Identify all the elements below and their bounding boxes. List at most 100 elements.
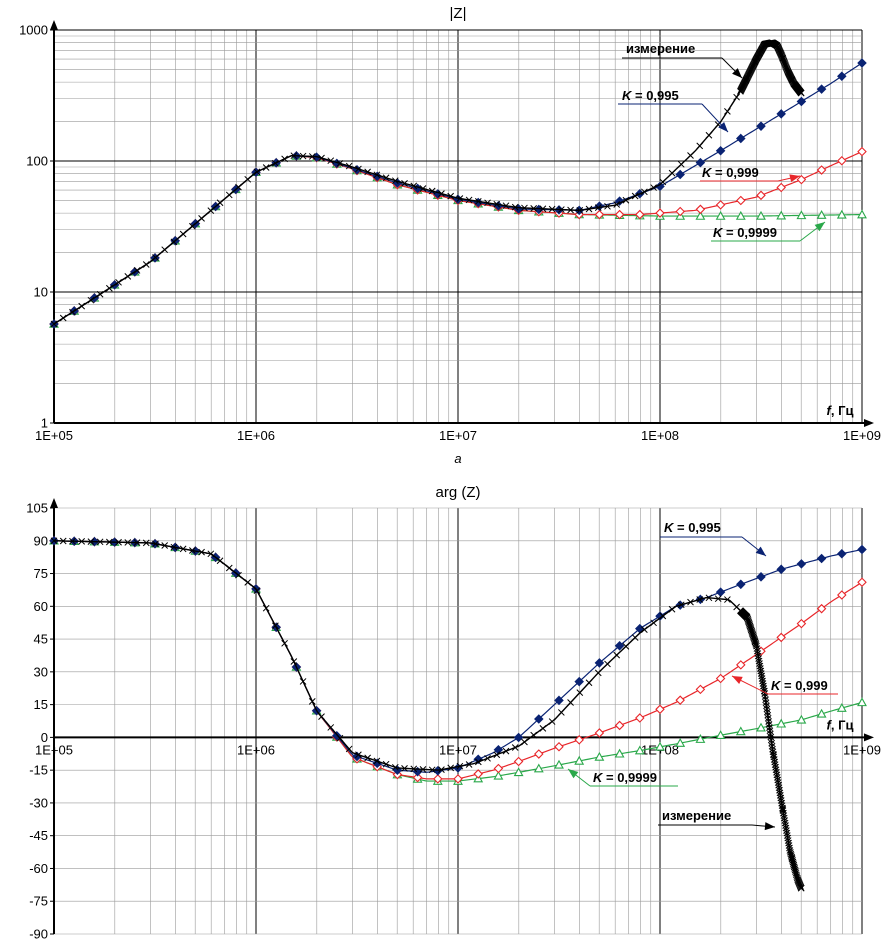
data-point xyxy=(557,206,565,213)
data-point xyxy=(511,744,519,751)
data-point xyxy=(493,770,504,780)
data-point xyxy=(382,760,390,768)
data-point xyxy=(502,202,510,210)
data-point xyxy=(774,776,782,784)
chart-caption: а xyxy=(454,451,461,466)
data-point xyxy=(244,579,252,586)
data-point xyxy=(225,191,233,199)
data-point xyxy=(530,205,538,212)
data-point xyxy=(677,601,685,609)
data-point xyxy=(715,730,726,739)
data-point xyxy=(614,748,625,758)
data-point xyxy=(724,596,731,603)
data-point xyxy=(189,547,196,554)
annotation-arrowhead xyxy=(764,822,775,831)
data-point xyxy=(733,93,740,101)
data-point xyxy=(253,168,261,176)
data-point xyxy=(484,199,491,207)
data-point xyxy=(576,206,584,214)
data-point xyxy=(695,204,706,215)
data-point xyxy=(770,753,778,761)
data-point xyxy=(655,611,665,621)
y-tick-label: 0 xyxy=(41,730,48,745)
data-point xyxy=(272,159,279,167)
data-point xyxy=(78,302,86,310)
data-point xyxy=(521,738,528,746)
data-point xyxy=(772,766,780,774)
data-point xyxy=(594,204,602,211)
data-point xyxy=(756,121,766,131)
data-point xyxy=(574,676,584,687)
data-point xyxy=(124,273,132,280)
data-point xyxy=(327,724,335,731)
data-point xyxy=(776,792,784,799)
data-point xyxy=(857,544,867,555)
y-tick-label: 60 xyxy=(34,599,48,614)
data-point xyxy=(534,749,544,759)
data-point xyxy=(655,704,665,715)
annotation: измерение xyxy=(658,808,776,831)
data-point xyxy=(816,84,827,94)
data-point xyxy=(796,559,807,569)
data-point xyxy=(78,538,86,545)
annotation: K = 0,9999 xyxy=(567,768,678,787)
x-axis-label: f, Гц xyxy=(827,717,854,732)
data-point xyxy=(179,230,187,238)
data-point xyxy=(776,632,786,643)
data-point xyxy=(391,177,399,185)
y-tick-label: 75 xyxy=(34,566,48,581)
data-point xyxy=(769,748,777,756)
y-tick-label: -15 xyxy=(29,763,48,778)
data-point xyxy=(774,779,782,786)
data-point xyxy=(198,215,205,222)
data-point xyxy=(336,734,344,742)
data-point xyxy=(796,714,807,724)
data-point xyxy=(677,160,685,168)
data-point xyxy=(170,238,178,246)
data-point xyxy=(696,142,704,150)
data-point xyxy=(493,751,501,759)
data-point xyxy=(216,557,224,565)
data-point xyxy=(355,751,362,759)
grid xyxy=(53,507,863,935)
annotation-arrowhead xyxy=(814,222,825,232)
data-point xyxy=(655,741,665,751)
y-tick-label: -30 xyxy=(29,795,48,810)
data-point xyxy=(696,596,704,603)
annotation-arrowhead xyxy=(568,769,579,779)
data-point xyxy=(513,756,524,767)
data-point xyxy=(513,767,524,777)
data-point xyxy=(281,155,288,163)
annotation: K = 0,995 xyxy=(618,88,729,133)
data-point xyxy=(87,538,95,545)
data-point xyxy=(574,755,585,765)
data-point xyxy=(142,539,150,547)
data-point xyxy=(438,766,445,773)
data-point xyxy=(484,754,491,762)
y-tick-label: 1000 xyxy=(19,23,48,38)
data-point xyxy=(594,728,605,738)
x-tick-label: 1E+07 xyxy=(439,742,477,757)
data-point xyxy=(756,190,766,201)
chart-title: arg (Z) xyxy=(436,484,481,501)
data-point xyxy=(290,658,298,665)
y-tick-label: 30 xyxy=(34,664,48,679)
x-tick-label: 1E+08 xyxy=(641,428,679,443)
data-point xyxy=(318,713,325,721)
data-point xyxy=(836,702,847,712)
data-point xyxy=(428,766,436,774)
data-point xyxy=(567,206,574,214)
data-point xyxy=(837,590,847,600)
data-point xyxy=(816,210,827,219)
data-point xyxy=(502,747,510,755)
series-0 xyxy=(50,39,805,328)
data-point xyxy=(797,884,805,892)
data-point xyxy=(857,697,867,707)
data-point xyxy=(225,564,233,572)
data-point xyxy=(373,171,381,179)
data-point xyxy=(614,641,625,651)
data-point xyxy=(290,152,298,160)
data-point xyxy=(631,634,639,641)
data-point xyxy=(327,157,335,165)
x-axis-label: f, Гц xyxy=(827,403,854,418)
